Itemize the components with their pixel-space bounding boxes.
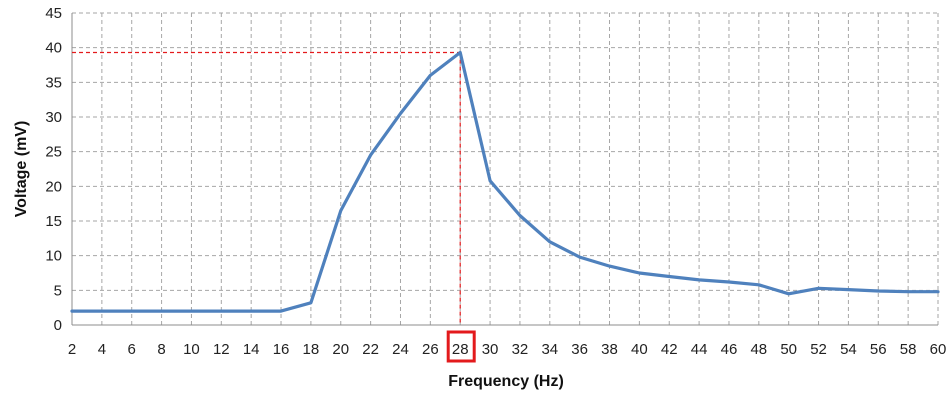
y-tick-label: 30 — [45, 109, 62, 126]
x-tick-label: 26 — [422, 341, 439, 358]
x-tick-label: 48 — [750, 341, 767, 358]
x-tick-label: 44 — [691, 341, 708, 358]
x-tick-label: 38 — [601, 341, 618, 358]
x-tick-label: 34 — [541, 341, 558, 358]
y-axis-ticks: 0 5 10 15 20 25 30 35 40 45 — [45, 5, 62, 334]
x-tick-label: 30 — [482, 341, 499, 358]
x-tick-label: 24 — [392, 341, 409, 358]
y-tick-label: 15 — [45, 213, 62, 230]
chart-axes — [71, 13, 938, 326]
y-tick-label: 25 — [45, 144, 62, 161]
x-tick-label: 54 — [840, 341, 857, 358]
highlighted-tick-box — [446, 330, 476, 363]
x-tick-label: 42 — [661, 341, 678, 358]
chart-grid — [72, 12, 939, 325]
x-tick-label: 14 — [243, 341, 260, 358]
x-tick-label: 60 — [930, 341, 947, 358]
y-tick-label: 45 — [45, 5, 62, 22]
x-tick-label: 20 — [332, 341, 349, 358]
x-tick-label: 6 — [128, 341, 136, 358]
x-tick-label: 8 — [157, 341, 165, 358]
x-tick-label: 10 — [183, 341, 200, 358]
y-tick-label: 35 — [45, 74, 62, 91]
x-tick-label: 40 — [631, 341, 648, 358]
x-tick-label: 50 — [780, 341, 797, 358]
peak-guides — [72, 51, 461, 325]
y-tick-label: 20 — [45, 178, 62, 195]
x-tick-label: 28 — [452, 341, 469, 358]
voltage-series-line — [70, 50, 940, 313]
y-tick-label: 5 — [54, 282, 62, 299]
x-tick-label: 32 — [512, 341, 529, 358]
x-tick-label: 52 — [810, 341, 827, 358]
x-tick-label: 2 — [68, 341, 76, 358]
y-axis-title: Voltage (mV) — [13, 121, 30, 218]
x-tick-label: 46 — [721, 341, 738, 358]
x-tick-label: 12 — [213, 341, 230, 358]
x-tick-label: 22 — [362, 341, 379, 358]
highlight-layer — [446, 330, 476, 363]
x-axis-title: Frequency (Hz) — [448, 373, 564, 390]
x-tick-label: 4 — [98, 341, 106, 358]
x-tick-label: 18 — [303, 341, 320, 358]
y-tick-label: 40 — [45, 40, 62, 57]
x-tick-label: 58 — [900, 341, 917, 358]
y-tick-label: 0 — [54, 317, 62, 334]
x-tick-label: 56 — [870, 341, 887, 358]
x-tick-label: 36 — [571, 341, 588, 358]
x-tick-label: 16 — [273, 341, 290, 358]
y-tick-label: 10 — [45, 248, 62, 265]
series-layer — [70, 50, 940, 313]
x-axis-ticks: 2 4 6 8 10 12 14 16 18 20 22 24 26 28 30 32 34 36 38 40 42 44… — [68, 341, 947, 358]
